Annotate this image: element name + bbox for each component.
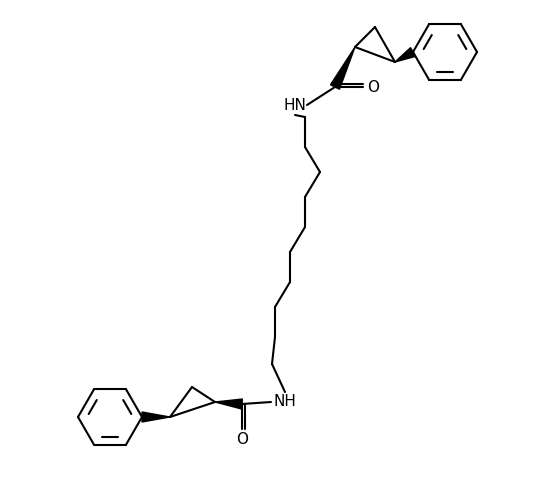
Text: NH: NH — [273, 394, 296, 410]
Text: HN: HN — [284, 97, 306, 112]
Polygon shape — [330, 47, 355, 89]
Text: O: O — [367, 80, 379, 94]
Polygon shape — [215, 399, 242, 409]
Polygon shape — [395, 48, 416, 62]
Polygon shape — [142, 412, 170, 422]
Text: O: O — [236, 431, 248, 446]
